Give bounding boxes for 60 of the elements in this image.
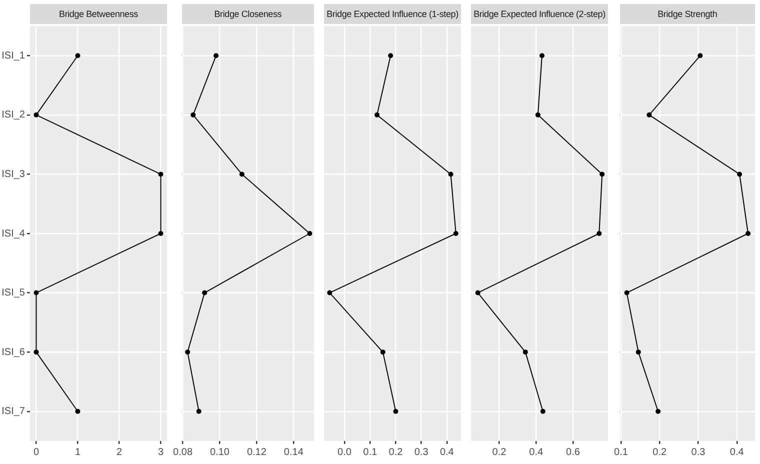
point: [624, 290, 630, 296]
point: [453, 231, 458, 236]
point: [196, 408, 202, 414]
y-tick-label: ISI_1: [2, 50, 26, 62]
x-tick-label: 0.2: [652, 446, 668, 458]
x-tick-label: 0.1: [614, 446, 628, 458]
y-tick-label: ISI_2: [2, 110, 26, 121]
y-tick-label: ISI_6: [2, 346, 26, 358]
x-tick-label: 0.3: [414, 446, 429, 458]
point: [535, 112, 540, 118]
point: [596, 231, 602, 236]
x-tick-label: 1: [74, 446, 81, 458]
y-tick-label: ISI_4: [2, 228, 26, 240]
point: [327, 290, 332, 296]
point: [522, 350, 528, 355]
point: [185, 350, 190, 355]
point: [190, 112, 196, 118]
x-tick-label: 0.4: [440, 446, 454, 458]
point: [448, 172, 454, 177]
x-tick-label: 0.2: [492, 446, 507, 458]
x-tick-label: 0.2: [388, 446, 404, 458]
point: [698, 53, 703, 58]
point: [656, 408, 661, 414]
x-tick-label: 0.12: [246, 446, 267, 458]
x-tick-label: 0.14: [284, 446, 304, 458]
x-tick-label: 0.10: [210, 446, 230, 458]
x-tick-label: 0: [33, 446, 40, 458]
chart-title: Bridge Strength: [620, 4, 755, 24]
point: [746, 231, 751, 236]
point: [239, 172, 244, 177]
point: [374, 112, 380, 118]
point: [539, 53, 544, 58]
point: [202, 290, 208, 296]
point: [214, 53, 219, 58]
y-tick-label: ISI_5: [2, 288, 26, 299]
point: [646, 112, 652, 118]
x-tick-label: 0.08: [173, 446, 193, 458]
x-tick-label: 0.4: [529, 446, 544, 458]
point: [380, 350, 386, 355]
x-tick-label: 3: [158, 446, 164, 458]
x-tick-label: 0.6: [566, 446, 580, 458]
x-tick-label: 0.4: [730, 446, 744, 458]
point: [636, 350, 641, 355]
point: [600, 172, 605, 177]
point: [307, 231, 312, 236]
point: [393, 408, 398, 414]
chart-title: Bridge Closeness: [182, 4, 314, 24]
chart-title: Bridge Expected Influence (2-step): [471, 4, 608, 24]
y-tick-label: ISI_3: [2, 168, 26, 180]
point: [737, 172, 742, 177]
x-tick-label: 2: [116, 446, 122, 458]
x-tick-label: 0.1: [363, 446, 378, 458]
y-tick-label: ISI_7: [2, 406, 26, 418]
point: [388, 53, 394, 58]
chart-title: Bridge Expected Influence (1-step): [324, 4, 461, 24]
x-tick-label: 0.3: [691, 446, 706, 458]
point: [475, 290, 480, 296]
point: [540, 408, 546, 414]
chart-title: Bridge Betweenness: [30, 4, 167, 24]
x-tick-label: 0.0: [338, 446, 352, 458]
